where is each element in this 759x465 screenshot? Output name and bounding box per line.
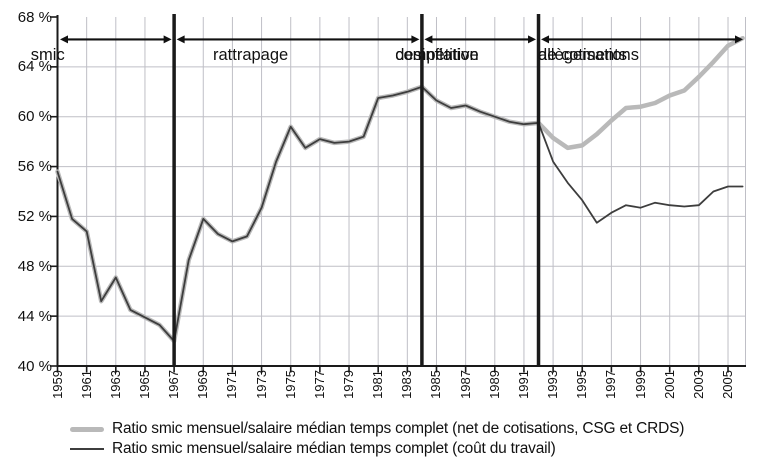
period-label-line: de cotisations [538,46,639,64]
period-label-line: allègements [538,46,628,64]
x-tick-label: 1995 [574,370,590,399]
x-tick-label: 1965 [136,370,152,399]
arrowhead-right [735,35,743,44]
x-tick-label: 1983 [399,370,415,399]
period-label-line: rattrapage [213,46,289,64]
x-tick-label: 1963 [107,370,123,399]
x-tick-label: 1989 [486,370,502,399]
arrowhead-left [541,35,550,44]
x-tick-label: 1979 [341,370,357,399]
x-tick-label: 1959 [49,370,65,399]
x-tick-label: 1967 [166,370,182,399]
legend-swatch-net-line [70,426,104,432]
arrowhead-right [163,35,172,44]
y-tick-label: 40 % [17,357,52,375]
x-tick-label: 2005 [720,370,735,399]
y-tick-label: 64 % [17,58,52,76]
series-line-net [55,35,745,344]
x-tick-label: 1969 [195,370,211,399]
x-tick-label: 1985 [428,370,444,399]
x-tick-label: 1993 [545,370,561,399]
arrowhead-left [424,35,433,44]
series-line-cout [56,85,744,343]
x-tick-label: 1991 [515,370,531,399]
x-tick-label: 1977 [311,370,327,399]
y-tick-label: 44 % [17,307,52,325]
y-tick-label: 48 % [17,257,52,275]
y-tick-label: 56 % [17,158,52,176]
legend-label-cout: Ratio smic mensuel/salaire médian temps … [112,440,556,457]
y-tick-label: 52 % [17,207,52,225]
arrowhead-right [411,35,420,44]
period-label-line: compétitive [395,46,479,64]
y-tick-label: 68 % [17,8,52,26]
arrowhead-left [176,35,185,44]
arrowhead-left [60,35,68,44]
x-tick-label: 1971 [224,370,240,399]
y-tick-label: 60 % [17,108,52,126]
period-label-line: desinflation [395,46,479,64]
period-label-line: smic [30,46,65,64]
x-tick-label: 1975 [282,370,298,399]
x-tick-label: 1999 [632,370,648,399]
arrowhead-right [528,35,537,44]
legend-item-net: Ratio smic mensuel/salaire médian temps … [70,419,684,439]
legend-item-cout: Ratio smic mensuel/salaire médian temps … [70,439,684,459]
x-tick-label: 1981 [370,370,386,399]
x-tick-label: 1961 [78,370,94,399]
legend-swatch-cout-line [70,448,104,450]
legend-label-net: Ratio smic mensuel/salaire médian temps … [112,420,685,437]
x-tick-label: 1987 [457,370,473,399]
legend: Ratio smic mensuel/salaire médian temps … [70,419,684,459]
x-tick-label: 1997 [603,370,619,399]
x-tick-label: 1973 [253,370,269,399]
x-tick-label: 2003 [690,370,706,399]
x-tick-label: 2001 [661,370,677,399]
